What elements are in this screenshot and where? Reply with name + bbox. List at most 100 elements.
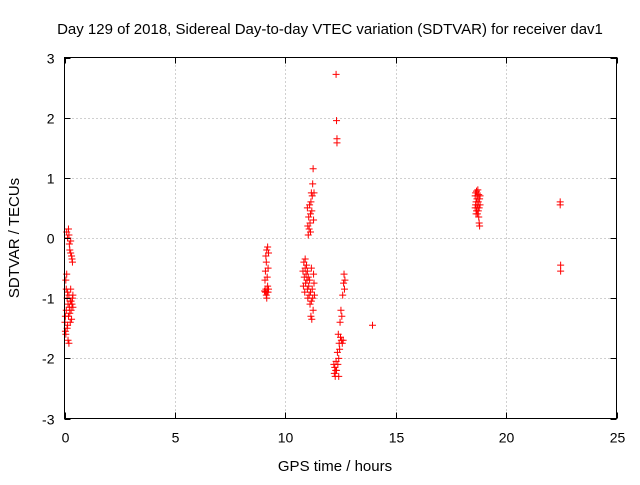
data-point bbox=[305, 282, 313, 290]
data-point bbox=[68, 300, 76, 308]
data-point bbox=[263, 294, 271, 302]
data-point bbox=[333, 366, 341, 374]
data-point bbox=[307, 198, 315, 206]
data-point bbox=[339, 336, 347, 344]
data-point bbox=[306, 288, 314, 296]
data-point bbox=[64, 288, 72, 296]
data-point bbox=[476, 192, 484, 200]
ticks-layer: 0 5 10 15 20 25 -3 -2 -1 0 1 2 3 bbox=[42, 51, 625, 446]
data-point bbox=[335, 354, 343, 362]
x-tick-label: 15 bbox=[389, 430, 405, 446]
y-tick-label: 2 bbox=[47, 111, 55, 127]
x-tick-label: 5 bbox=[172, 430, 180, 446]
data-point bbox=[333, 139, 341, 147]
data-point bbox=[340, 285, 348, 293]
data-point bbox=[306, 201, 314, 209]
data-point bbox=[64, 321, 72, 329]
data-point bbox=[67, 237, 75, 245]
data-point bbox=[64, 312, 72, 320]
data-point bbox=[308, 192, 316, 200]
data-point bbox=[309, 294, 317, 302]
data-point bbox=[473, 187, 481, 195]
data-point bbox=[66, 246, 74, 254]
data-point bbox=[66, 309, 74, 317]
chart-title: Day 129 of 2018, Sidereal Day-to-day VTE… bbox=[57, 21, 603, 38]
data-point bbox=[308, 315, 316, 323]
data-point bbox=[302, 279, 310, 287]
y-tick-label: 0 bbox=[47, 231, 55, 247]
data-point bbox=[306, 219, 314, 227]
data-point bbox=[336, 345, 344, 353]
data-point bbox=[265, 249, 273, 257]
data-point bbox=[306, 210, 314, 218]
data-point bbox=[308, 285, 316, 293]
data-point bbox=[307, 297, 315, 305]
y-tick-label: -3 bbox=[42, 412, 55, 428]
data-point bbox=[476, 222, 484, 230]
data-point bbox=[474, 198, 482, 206]
data-point bbox=[61, 327, 69, 335]
data-point bbox=[309, 306, 317, 314]
data-point bbox=[264, 282, 272, 290]
data-point bbox=[475, 213, 483, 221]
data-point bbox=[369, 321, 377, 329]
data-point bbox=[333, 117, 341, 125]
data-point bbox=[338, 339, 346, 347]
data-point bbox=[337, 306, 345, 314]
data-point bbox=[335, 372, 343, 380]
x-tick-label: 20 bbox=[499, 430, 515, 446]
data-point bbox=[310, 216, 318, 224]
x-tick-label: 0 bbox=[62, 430, 70, 446]
data-point bbox=[310, 270, 318, 278]
data-point bbox=[305, 213, 313, 221]
x-tick-label: 10 bbox=[278, 430, 294, 446]
data-point bbox=[557, 261, 565, 269]
data-point bbox=[65, 339, 73, 347]
data-point bbox=[475, 191, 483, 199]
data-point bbox=[306, 276, 314, 284]
data-point bbox=[304, 273, 312, 281]
y-tick-label: 3 bbox=[47, 51, 55, 67]
data-point bbox=[556, 201, 564, 209]
data-point bbox=[69, 303, 77, 311]
data-point bbox=[69, 291, 77, 299]
data-point bbox=[68, 258, 76, 266]
data-point bbox=[340, 270, 348, 278]
data-point bbox=[474, 186, 482, 194]
y-tick-label: -2 bbox=[42, 351, 55, 367]
data-point bbox=[65, 240, 73, 248]
x-tick-label: 25 bbox=[610, 430, 626, 446]
data-point bbox=[475, 204, 483, 212]
data-point bbox=[306, 228, 314, 236]
data-point bbox=[62, 276, 70, 284]
data-point bbox=[310, 189, 318, 197]
data-point bbox=[264, 264, 272, 272]
data-point bbox=[332, 70, 340, 78]
data-point bbox=[64, 225, 72, 233]
x-axis-label: GPS time / hours bbox=[278, 458, 392, 475]
data-point bbox=[308, 207, 316, 215]
y-axis-label: SDTVAR / TECUs bbox=[6, 178, 23, 298]
data-point bbox=[261, 287, 269, 295]
data-point bbox=[474, 207, 482, 215]
data-point bbox=[64, 336, 72, 344]
data-point bbox=[339, 291, 347, 299]
data-point bbox=[265, 285, 273, 293]
data-point bbox=[309, 165, 317, 173]
data-point bbox=[310, 291, 318, 299]
data-point bbox=[302, 261, 310, 269]
data-point bbox=[263, 246, 271, 254]
data-point bbox=[334, 360, 342, 368]
y-tick-label: 1 bbox=[47, 171, 55, 187]
data-point bbox=[338, 312, 346, 320]
data-point bbox=[264, 243, 272, 251]
data-point bbox=[68, 315, 76, 323]
data-point bbox=[476, 201, 484, 209]
data-point bbox=[340, 279, 348, 287]
data-point bbox=[62, 285, 70, 293]
data-point bbox=[557, 267, 565, 275]
data-point bbox=[307, 264, 315, 272]
y-tick-label: -1 bbox=[42, 291, 55, 307]
data-point bbox=[331, 363, 339, 371]
